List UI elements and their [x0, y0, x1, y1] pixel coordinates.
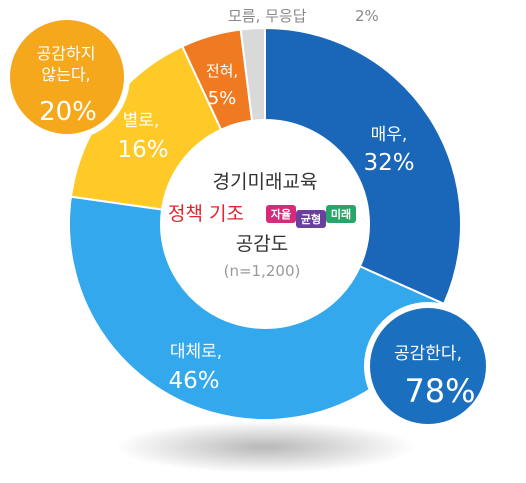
disagree-bubble-value: 20%	[39, 97, 97, 127]
disagree-bubble-label-line-2: 않는다,	[41, 65, 90, 84]
chart-shadow	[115, 421, 415, 473]
label-maeu-value: 32%	[363, 150, 414, 176]
badge-jayul: 자율	[271, 207, 291, 221]
label-dont-know-value: 2%	[355, 7, 379, 25]
label-daecheoro-category: 대체로,	[170, 342, 222, 362]
label-dont-know-category: 모름, 무응답	[228, 7, 307, 25]
label-daecheoro-value: 46%	[168, 368, 219, 394]
disagree-bubble	[10, 20, 124, 134]
label-byeollo-category: 별로,	[123, 111, 160, 131]
label-jeonhyeo-value: 5%	[208, 88, 237, 109]
badge-gyunhyeong-bg	[296, 210, 326, 228]
label-byeollo-value: 16%	[117, 137, 168, 163]
slice-maeu	[264, 26, 462, 306]
center-title-line-2: 정책 기조	[168, 203, 244, 225]
badge-mirae-bg	[326, 205, 356, 223]
donut-slices	[68, 26, 462, 421]
center-sample-size: (n=1,200)	[224, 262, 301, 280]
label-maeu-category: 매우,	[371, 125, 408, 145]
center-title-line-1: 경기미래교육	[213, 171, 318, 193]
label-jeonhyeo-category: 전혀,	[206, 62, 238, 80]
center-title-line-3: 공감도	[236, 233, 288, 255]
badge-gyunhyeong: 균형	[301, 212, 321, 226]
slice-daecheoro	[68, 195, 446, 421]
badge-mirae: 미래	[331, 207, 351, 221]
agree-bubble-label: 공감한다,	[394, 344, 462, 364]
badge-jayul-bg	[266, 205, 296, 223]
disagree-bubble-label-line-1: 공감하지	[37, 44, 96, 63]
agree-bubble-value: 78%	[404, 372, 475, 410]
agree-bubble	[370, 308, 486, 424]
slice-dont-know	[239, 26, 266, 122]
